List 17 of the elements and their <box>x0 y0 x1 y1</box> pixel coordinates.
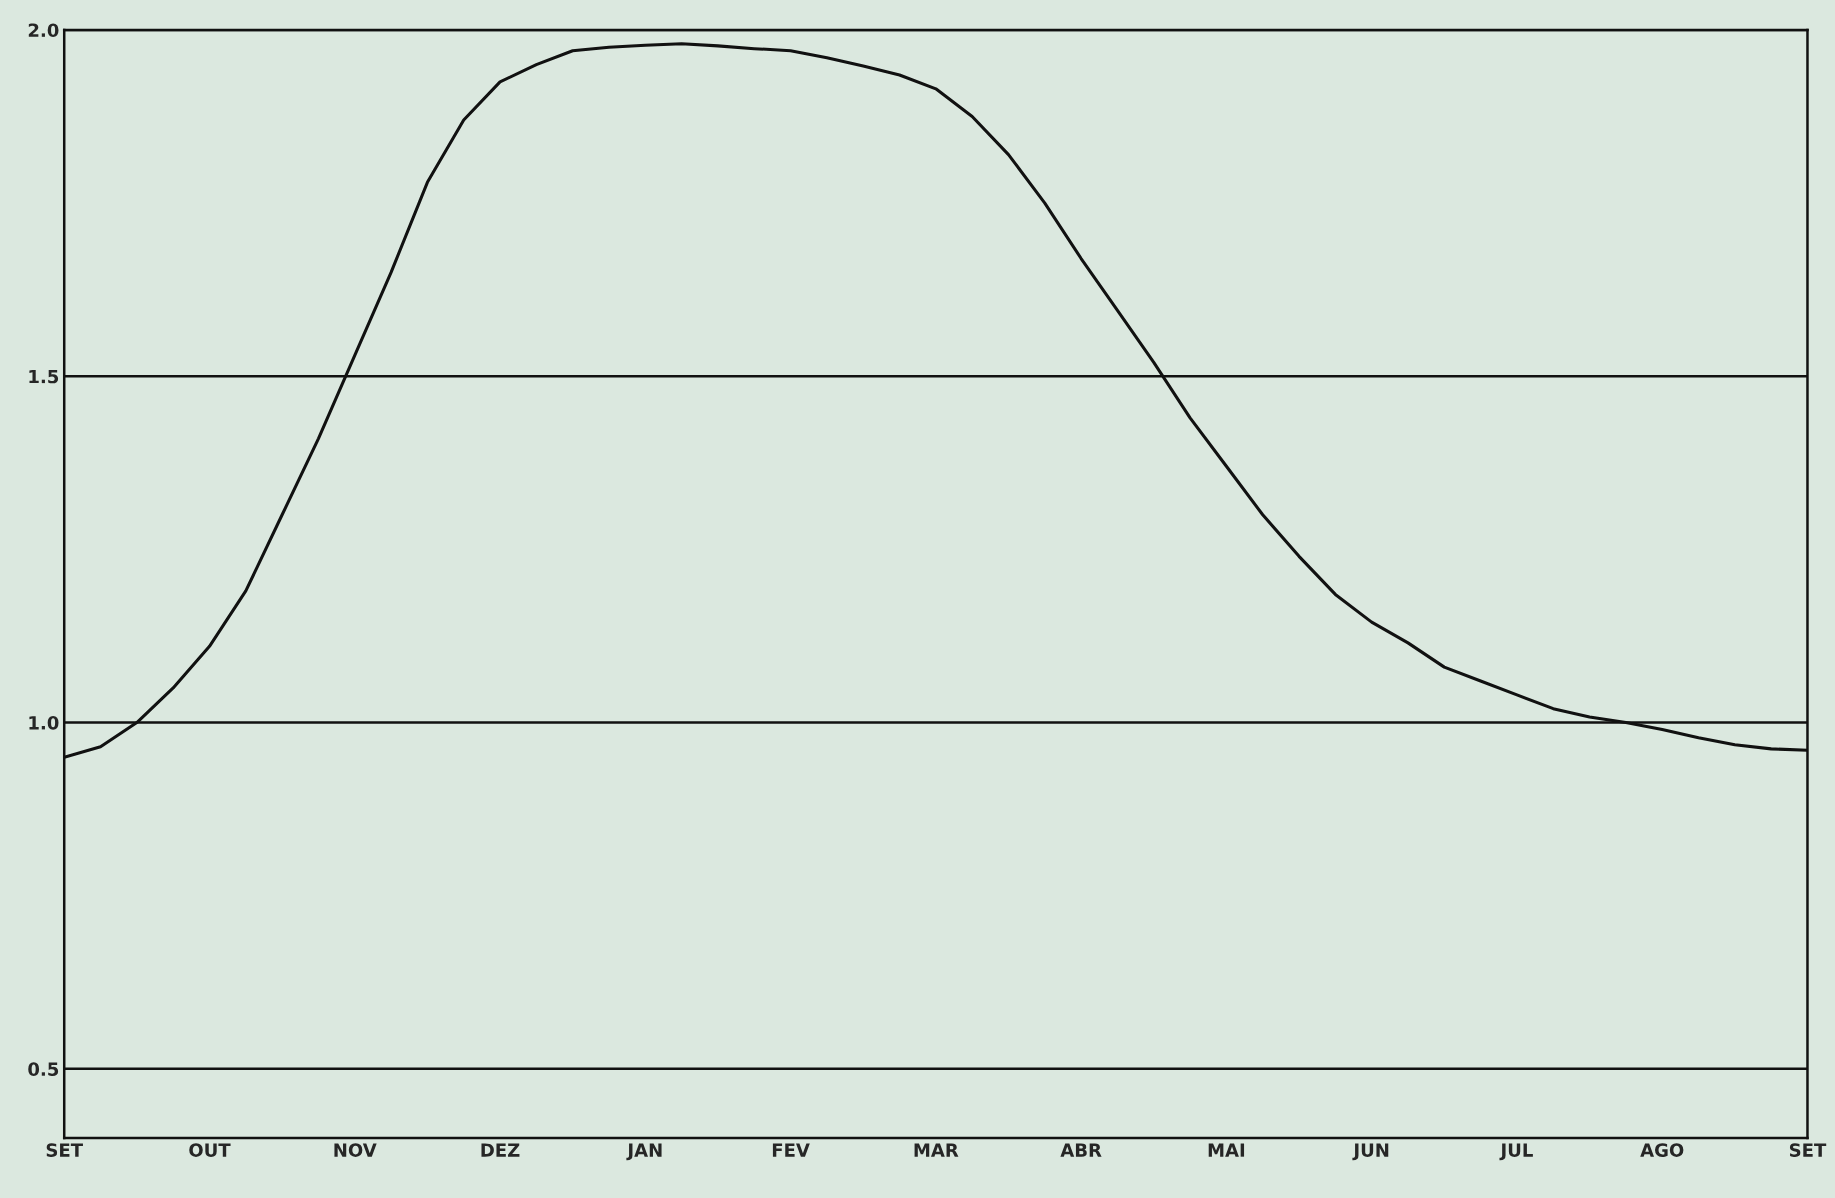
x-tick-label: JUL <box>1499 1143 1533 1161</box>
x-tick-label: MAR <box>914 1143 959 1157</box>
x-tick-label: AGO <box>1640 1143 1684 1157</box>
y-tick-label: 2.0 <box>28 23 59 38</box>
x-tick-label: ABR <box>1060 1143 1102 1157</box>
x-tick-label: FEV <box>772 1143 810 1157</box>
y-tick-label: 1.0 <box>29 716 59 730</box>
x-tick-label: DEZ <box>481 1143 520 1157</box>
x-tick-label: JUN <box>1352 1143 1389 1161</box>
x-tick-label: SET <box>46 1143 83 1157</box>
y-tick-label: 1.5 <box>29 369 59 384</box>
x-tick-label: NOV <box>334 1143 377 1157</box>
y-tick-label: 0.5 <box>28 1062 59 1076</box>
x-tick-label: JAN <box>626 1143 662 1161</box>
x-tick-label: MAI <box>1208 1143 1245 1157</box>
x-tick-label: SET <box>1789 1143 1827 1157</box>
x-tick-label: OUT <box>189 1143 231 1157</box>
